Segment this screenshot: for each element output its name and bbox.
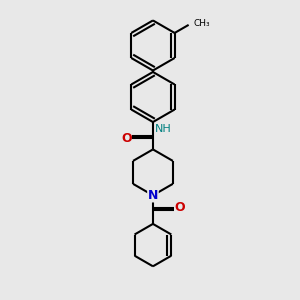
- Text: CH₃: CH₃: [194, 19, 211, 28]
- Text: NH: NH: [155, 124, 172, 134]
- Text: N: N: [148, 189, 158, 202]
- Text: O: O: [121, 132, 132, 145]
- Text: O: O: [174, 201, 185, 214]
